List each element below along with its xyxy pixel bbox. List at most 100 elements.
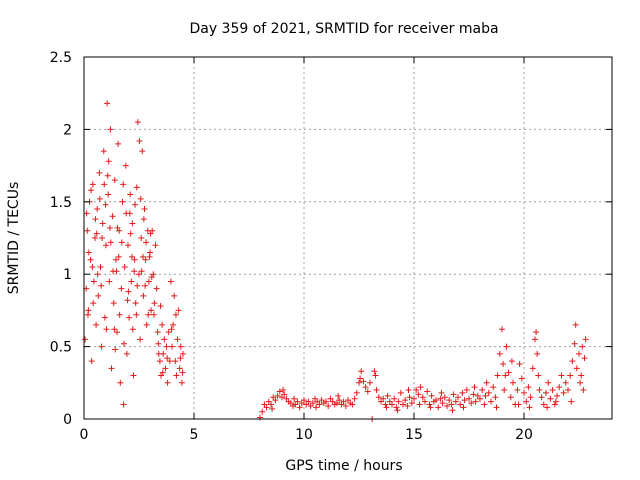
chart-title: Day 359 of 2021, SRMTID for receiver mab… xyxy=(189,21,498,37)
data-point xyxy=(323,398,329,405)
data-point xyxy=(257,414,263,421)
data-point xyxy=(84,311,91,318)
data-point xyxy=(485,389,492,396)
data-point xyxy=(169,343,175,350)
data-point xyxy=(444,402,450,409)
data-point xyxy=(554,392,560,399)
data-point xyxy=(448,401,455,408)
data-point xyxy=(452,398,459,405)
data-point xyxy=(150,311,157,318)
data-point xyxy=(164,379,171,386)
data-point xyxy=(573,365,580,372)
data-point xyxy=(137,195,144,202)
data-point xyxy=(125,242,131,249)
data-point xyxy=(100,148,107,155)
data-point xyxy=(92,235,98,241)
data-point xyxy=(88,187,95,194)
data-point xyxy=(98,282,105,289)
data-point xyxy=(483,379,490,386)
data-point xyxy=(395,398,402,405)
data-point xyxy=(437,395,444,402)
data-point xyxy=(544,404,551,411)
data-point xyxy=(397,389,404,396)
data-point xyxy=(521,389,527,396)
data-point xyxy=(89,181,96,188)
data-point xyxy=(503,343,510,350)
data-point xyxy=(419,394,426,401)
data-point xyxy=(457,401,464,408)
data-point xyxy=(178,379,185,386)
data-point xyxy=(132,201,139,208)
data-point xyxy=(114,224,121,231)
data-point xyxy=(142,282,149,289)
data-point xyxy=(536,387,543,394)
data-point xyxy=(137,336,144,343)
data-point xyxy=(90,300,97,307)
x-tick-label: 15 xyxy=(405,427,423,443)
data-point xyxy=(157,303,164,310)
data-point xyxy=(124,297,131,304)
data-point xyxy=(85,249,92,256)
data-point xyxy=(527,394,534,401)
data-point xyxy=(112,256,119,263)
data-point xyxy=(556,384,563,391)
data-point xyxy=(460,404,467,411)
data-point xyxy=(140,216,147,223)
data-point xyxy=(272,397,279,404)
data-point xyxy=(105,158,112,165)
data-point xyxy=(116,311,123,318)
data-point xyxy=(438,389,445,396)
data-point xyxy=(172,311,179,318)
data-point xyxy=(373,387,380,394)
data-point xyxy=(99,220,106,227)
data-point xyxy=(353,389,360,396)
data-point xyxy=(102,201,109,208)
data-point xyxy=(145,278,152,285)
data-point xyxy=(96,195,103,202)
data-point xyxy=(121,340,128,347)
y-tick-label: 2 xyxy=(63,122,72,138)
data-point xyxy=(479,387,486,394)
data-point xyxy=(535,372,542,379)
data-point xyxy=(138,268,145,275)
data-point xyxy=(103,242,109,249)
data-point xyxy=(106,224,113,231)
plot-area xyxy=(84,57,612,419)
data-point xyxy=(526,404,533,411)
data-point xyxy=(488,398,494,405)
data-point xyxy=(134,282,141,289)
data-point xyxy=(179,369,186,376)
data-point xyxy=(481,401,488,408)
data-point xyxy=(177,355,184,362)
data-point xyxy=(510,379,516,386)
data-point xyxy=(94,206,101,213)
data-point xyxy=(547,395,554,402)
data-point xyxy=(404,402,411,409)
data-point xyxy=(148,274,155,281)
data-point xyxy=(560,389,567,396)
data-point xyxy=(136,271,142,278)
data-point xyxy=(148,307,155,314)
data-point xyxy=(173,372,180,379)
data-point xyxy=(516,360,523,367)
data-point xyxy=(360,378,367,385)
plot-frame xyxy=(83,56,613,420)
data-point xyxy=(171,292,178,299)
data-point xyxy=(336,397,343,404)
data-point xyxy=(281,391,288,398)
data-point xyxy=(534,350,541,357)
data-point xyxy=(115,253,122,260)
data-point xyxy=(151,300,158,307)
data-point xyxy=(477,395,483,402)
data-point xyxy=(532,336,538,343)
data-point xyxy=(441,394,448,401)
data-point xyxy=(93,230,100,237)
data-point xyxy=(146,253,153,260)
data-point xyxy=(117,379,124,386)
data-point xyxy=(83,210,90,217)
data-point xyxy=(159,321,166,328)
data-point xyxy=(364,388,371,395)
data-point xyxy=(450,391,457,398)
y-tick-label: 1.5 xyxy=(50,195,72,211)
data-point xyxy=(351,395,358,402)
